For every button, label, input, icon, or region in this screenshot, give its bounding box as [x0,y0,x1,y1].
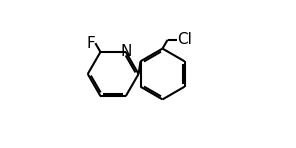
Text: F: F [86,36,95,51]
Text: Cl: Cl [178,32,192,47]
Text: N: N [120,45,131,59]
